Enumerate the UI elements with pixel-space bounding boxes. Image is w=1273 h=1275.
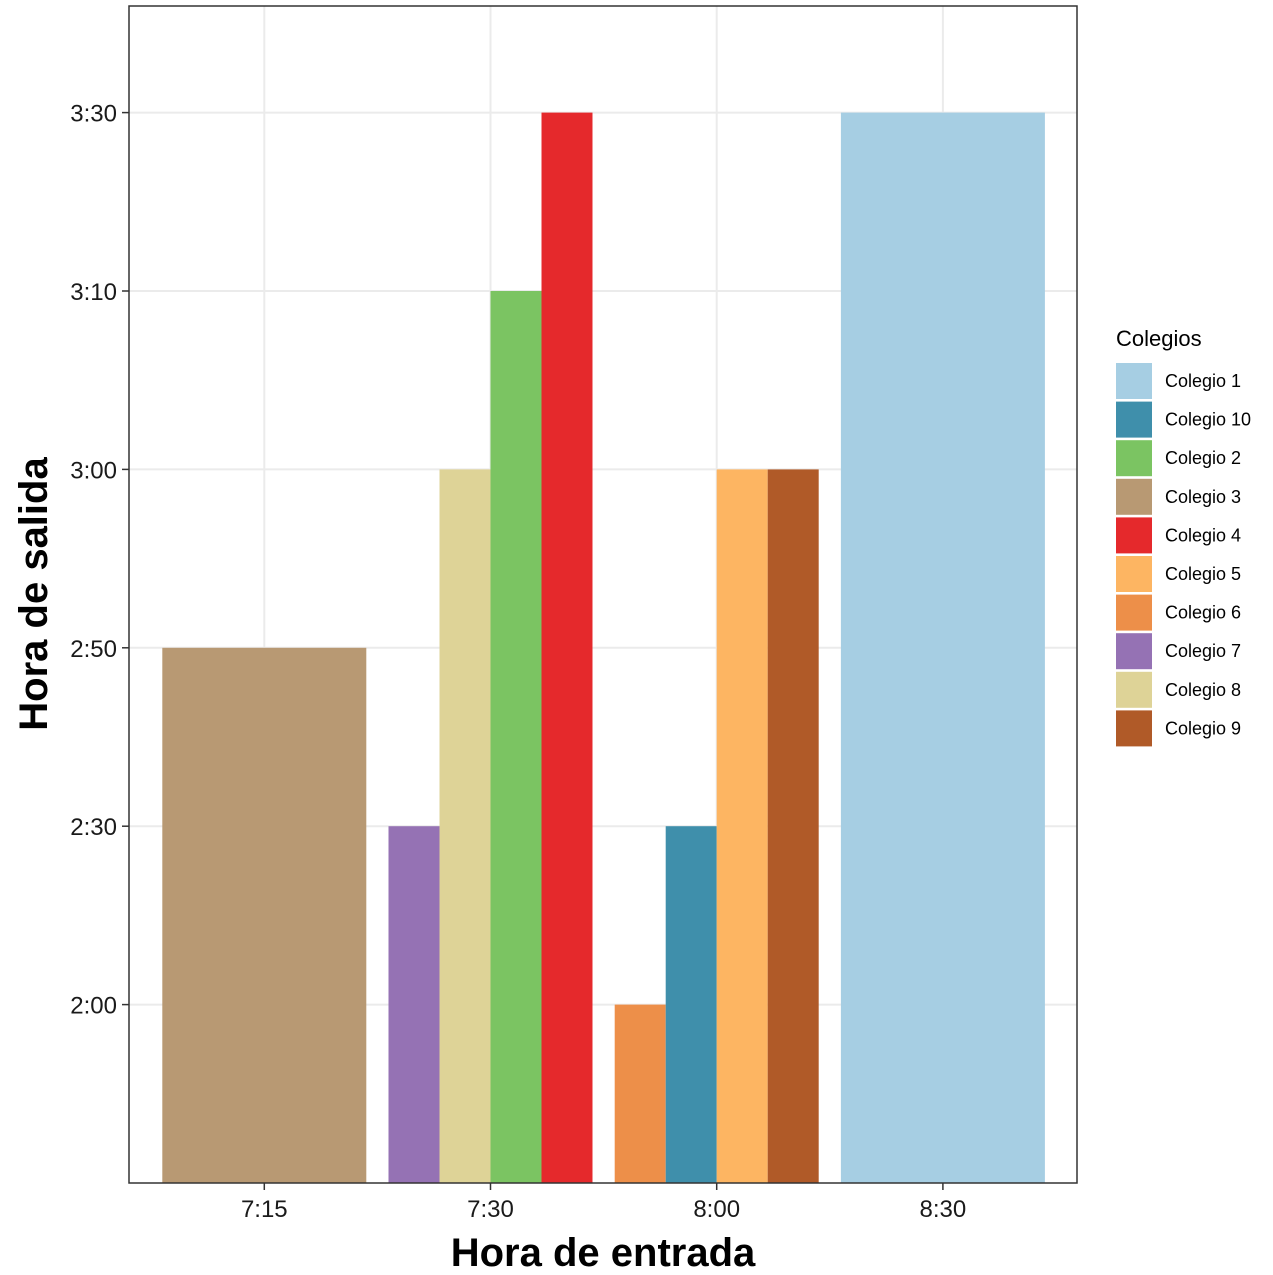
legend-label: Colegio 10 [1165,410,1251,430]
bar [388,826,440,1183]
legend-label: Colegio 7 [1165,641,1241,661]
legend-key [1116,556,1152,592]
x-tick-label: 8:00 [693,1196,740,1223]
y-tick-label: 3:00 [70,457,117,484]
legend-key [1116,478,1152,515]
y-axis-title: Hora de salida [12,457,56,731]
legend-key [1116,363,1152,399]
bar [767,469,819,1183]
legend-title: Colegios [1116,326,1202,351]
legend-label: Colegio 5 [1165,564,1241,584]
y-tick-label: 2:50 [70,636,117,663]
legend-key [1116,401,1152,438]
legend-label: Colegio 9 [1165,718,1241,738]
legend-label: Colegio 2 [1165,448,1241,468]
bars [162,112,1045,1184]
legend-key [1116,440,1152,477]
legend-label: Colegio 8 [1165,680,1241,700]
y-tick-label: 2:00 [70,993,117,1020]
legend-key [1116,671,1152,708]
plot-border [128,5,1078,1184]
legend-key [1116,517,1152,554]
y-tick-label: 3:30 [70,101,117,128]
bar [840,112,1045,1184]
bar [716,469,768,1183]
x-tick-label: 7:30 [467,1196,514,1223]
legend-key [1116,633,1152,670]
y-tick-label: 3:10 [70,279,117,306]
bar [665,826,717,1183]
x-tick-label: 7:15 [241,1196,288,1223]
x-axis-title: Hora de entrada [451,1231,756,1275]
legend: Colegios Colegio 1 Colegio 10 Colegio 2 Col… [1116,326,1251,747]
legend-label: Colegio 3 [1165,487,1241,507]
bar [439,469,491,1183]
x-tick-label: 8:30 [920,1196,967,1223]
legend-label: Colegio 4 [1165,525,1241,545]
bar [614,1004,666,1183]
bar [541,112,593,1184]
bar [490,291,542,1183]
legend-key [1116,594,1152,631]
legend-label: Colegio 1 [1165,371,1241,391]
bar [162,647,367,1183]
legend-label: Colegio 6 [1165,603,1241,623]
axes: 7:15 7:30 8:00 8:30 2:00 2:30 2:50 3:00 3:10 3:30 [70,101,966,1223]
y-tick-label: 2:30 [70,814,117,841]
legend-key [1116,710,1152,747]
